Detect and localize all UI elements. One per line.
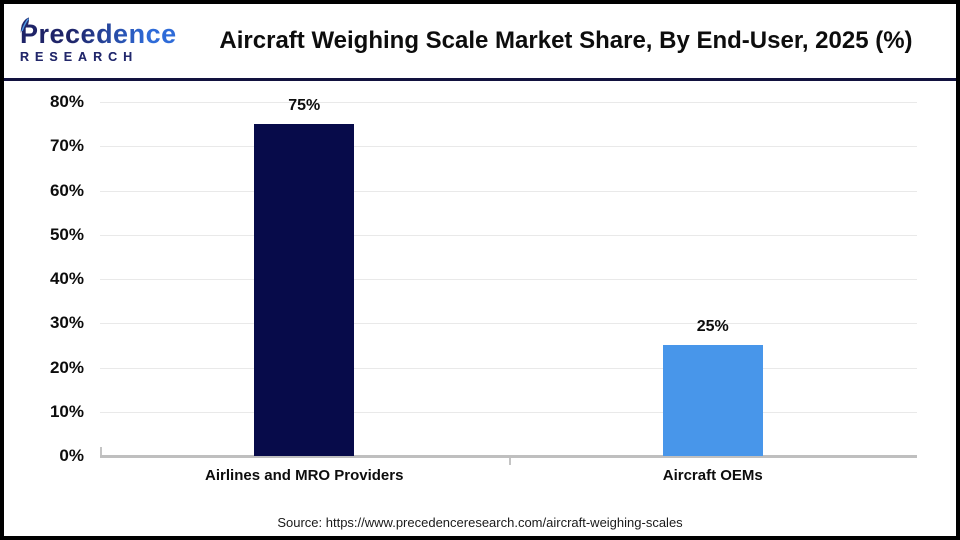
source-attribution: Source: https://www.precedenceresearch.c…: [277, 515, 683, 530]
gridline: [100, 411, 917, 413]
gridline: [100, 234, 917, 236]
category-label: Aircraft OEMs: [662, 467, 763, 484]
category-label: Airlines and MRO Providers: [205, 467, 404, 484]
y-tick-label: 10%: [49, 401, 84, 421]
y-tick-label: 50%: [49, 224, 84, 244]
header: Precedence RESEARCH Aircraft Weighing Sc…: [4, 4, 956, 81]
y-tick-label: 40%: [49, 269, 84, 288]
chart-area: 0% 10% 20% 30% 40% 50% 60% 70% 80% 75% Airlines an…: [4, 81, 956, 533]
precedence-logo: Precedence RESEARCH: [20, 17, 196, 64]
category-boundary-tick: [508, 458, 511, 465]
x-axis-line: [100, 455, 917, 458]
gridline: [100, 367, 917, 369]
gridline: [100, 146, 917, 148]
y-tick-label: 30%: [49, 313, 84, 333]
y-tick-label: 0%: [59, 446, 84, 465]
gridline: [100, 279, 917, 280]
axis-end-tick: [100, 447, 102, 455]
bar: [662, 345, 763, 456]
bar-value-label: 75%: [288, 97, 321, 115]
y-tick-label: 70%: [49, 136, 84, 156]
brand-research-text: RESEARCH: [20, 50, 196, 64]
brand-name: Precedence: [20, 17, 196, 49]
bar: [254, 124, 355, 456]
y-tick-label: 80%: [49, 92, 84, 111]
gridline: [100, 102, 917, 103]
y-tick-label: 20%: [49, 357, 84, 377]
bar-value-label: 25%: [696, 318, 729, 336]
gridline: [100, 190, 917, 192]
brand-name-text: Precedence: [20, 18, 177, 49]
gridline: [100, 323, 917, 325]
page-title: Aircraft Weighing Scale Market Share, By…: [219, 27, 913, 54]
y-tick-label: 60%: [49, 180, 84, 200]
